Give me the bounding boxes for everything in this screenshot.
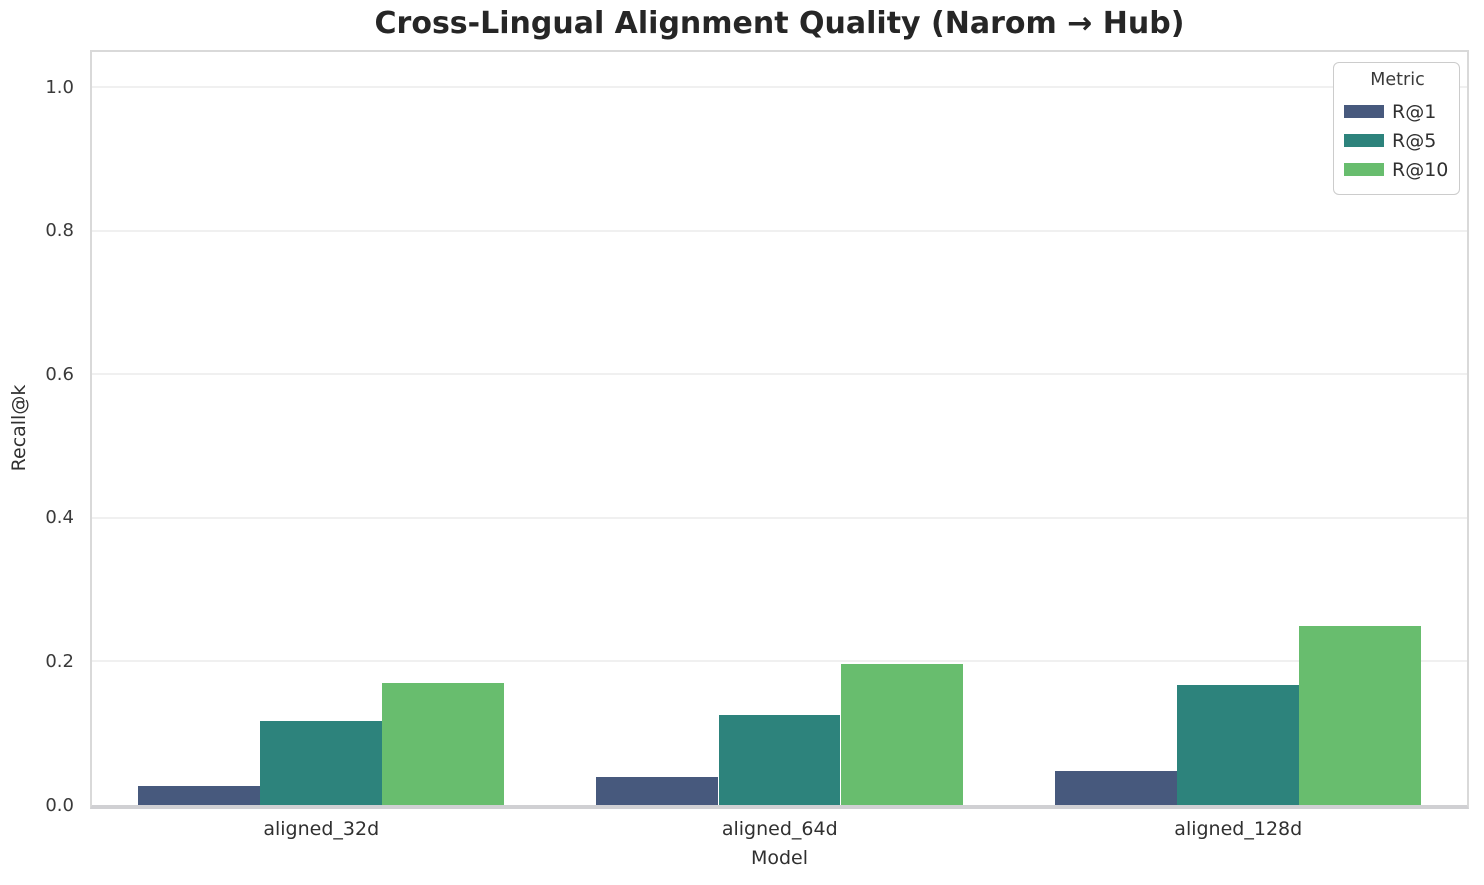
bar-aligned_64d-R@1	[596, 777, 719, 805]
x-tick-label-aligned_32d: aligned_32d	[263, 818, 380, 840]
legend-swatch-icon	[1344, 163, 1384, 176]
x-axis-label: Model	[750, 847, 809, 869]
gridline	[92, 660, 1467, 663]
bar-aligned_128d-R@1	[1054, 770, 1177, 805]
chart-title: Cross-Lingual Alignment Quality (Narom →…	[374, 6, 1185, 41]
legend-entry-R@10: R@10	[1344, 155, 1451, 184]
legend: Metric R@1 R@5 R@10	[1333, 62, 1460, 195]
y-tick-label: 0.0	[45, 794, 74, 816]
bar-aligned_128d-R@10	[1299, 625, 1422, 805]
bar-aligned_32d-R@5	[260, 721, 382, 805]
bar-aligned_64d-R@5	[718, 714, 841, 805]
bar-aligned_32d-R@1	[137, 786, 260, 805]
bar-aligned_128d-R@5	[1177, 685, 1299, 805]
plot-area	[90, 50, 1469, 809]
legend-label: R@5	[1392, 129, 1437, 152]
gridline	[92, 229, 1467, 232]
gridline	[92, 373, 1467, 376]
legend-swatch-icon	[1344, 105, 1384, 118]
y-tick-label: 1.0	[45, 76, 74, 98]
legend-swatch-icon	[1344, 134, 1384, 147]
legend-title: Metric	[1370, 70, 1425, 90]
x-tick-label-aligned_128d: aligned_128d	[1174, 818, 1303, 840]
legend-entry-R@5: R@5	[1344, 126, 1451, 155]
y-tick-label: 0.6	[45, 363, 74, 385]
gridline	[92, 516, 1467, 519]
legend-label: R@10	[1392, 158, 1449, 181]
y-tick-label: 0.2	[45, 650, 74, 672]
legend-label: R@1	[1392, 100, 1437, 123]
y-tick-label: 0.4	[45, 507, 74, 529]
x-tick-label-aligned_64d: aligned_64d	[721, 818, 838, 840]
bar-aligned_32d-R@10	[382, 683, 505, 805]
y-axis-label: Recall@k	[8, 384, 30, 472]
legend-entry-R@1: R@1	[1344, 97, 1451, 126]
bar-aligned_64d-R@10	[840, 664, 963, 805]
y-tick-label: 0.8	[45, 220, 74, 242]
legend-entries: R@1 R@5 R@10	[1344, 97, 1451, 184]
gridline	[92, 86, 1467, 89]
